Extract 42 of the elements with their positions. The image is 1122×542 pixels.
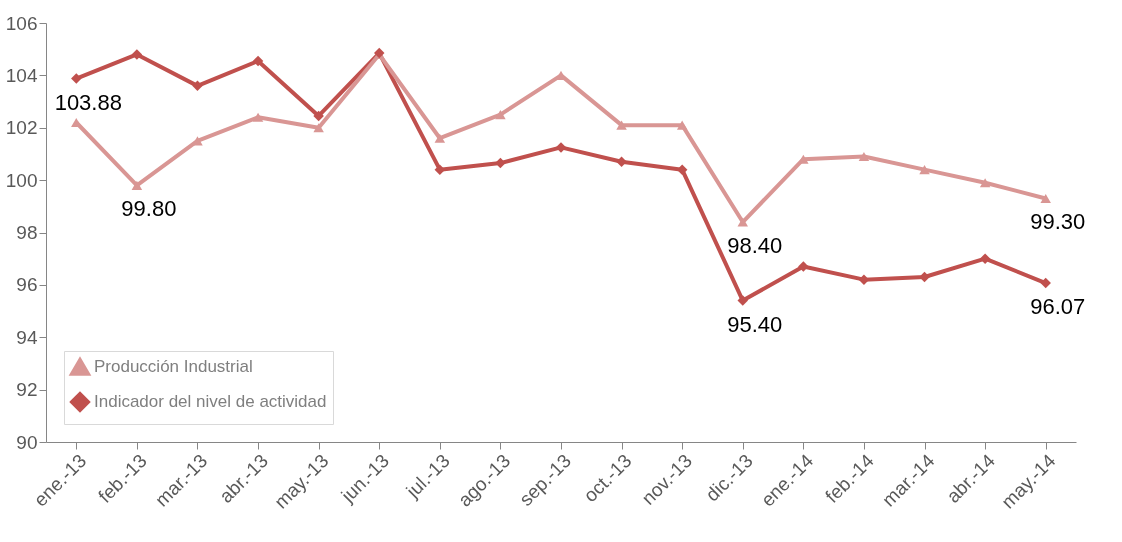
point: [798, 261, 809, 272]
point: [192, 80, 203, 92]
data-label: 95.40: [727, 311, 783, 337]
point: [131, 180, 143, 190]
point: [979, 253, 991, 264]
point: [313, 123, 324, 133]
point: [434, 133, 446, 143]
point: [676, 120, 688, 130]
y-tick-label: 106: [5, 12, 38, 34]
data-label: 99.30: [1030, 209, 1086, 235]
y-tick-label: 102: [5, 117, 38, 139]
point: [313, 110, 324, 122]
point: [1040, 193, 1051, 203]
point: [555, 142, 567, 153]
point: [616, 120, 627, 130]
point: [616, 156, 627, 168]
y-tick-label: 98: [16, 222, 38, 243]
y-tick-label: 96: [16, 274, 38, 296]
point: [252, 112, 264, 122]
legend-label: Indicador del nivel de actividad: [94, 392, 327, 411]
point: [919, 271, 930, 283]
point: [858, 152, 870, 162]
data-label: 96.07: [1030, 294, 1086, 320]
point: [1040, 277, 1051, 289]
data-label: 103.88: [54, 89, 122, 115]
point: [71, 73, 82, 84]
point: [919, 165, 930, 175]
y-tick-label: 92: [16, 379, 38, 401]
point: [979, 178, 991, 188]
y-tick-label: 90: [16, 431, 38, 453]
point: [252, 55, 264, 67]
point: [495, 110, 506, 120]
legend-label: Producción Industrial: [94, 357, 253, 376]
data-label: 99.80: [121, 196, 177, 222]
data-label: 98.40: [727, 233, 783, 259]
point: [495, 157, 506, 169]
point: [737, 217, 749, 227]
y-tick-label: 104: [5, 64, 38, 86]
y-tick-label: 94: [16, 326, 38, 348]
point: [131, 49, 143, 60]
point: [737, 295, 749, 306]
y-tick-label: 100: [5, 169, 38, 191]
